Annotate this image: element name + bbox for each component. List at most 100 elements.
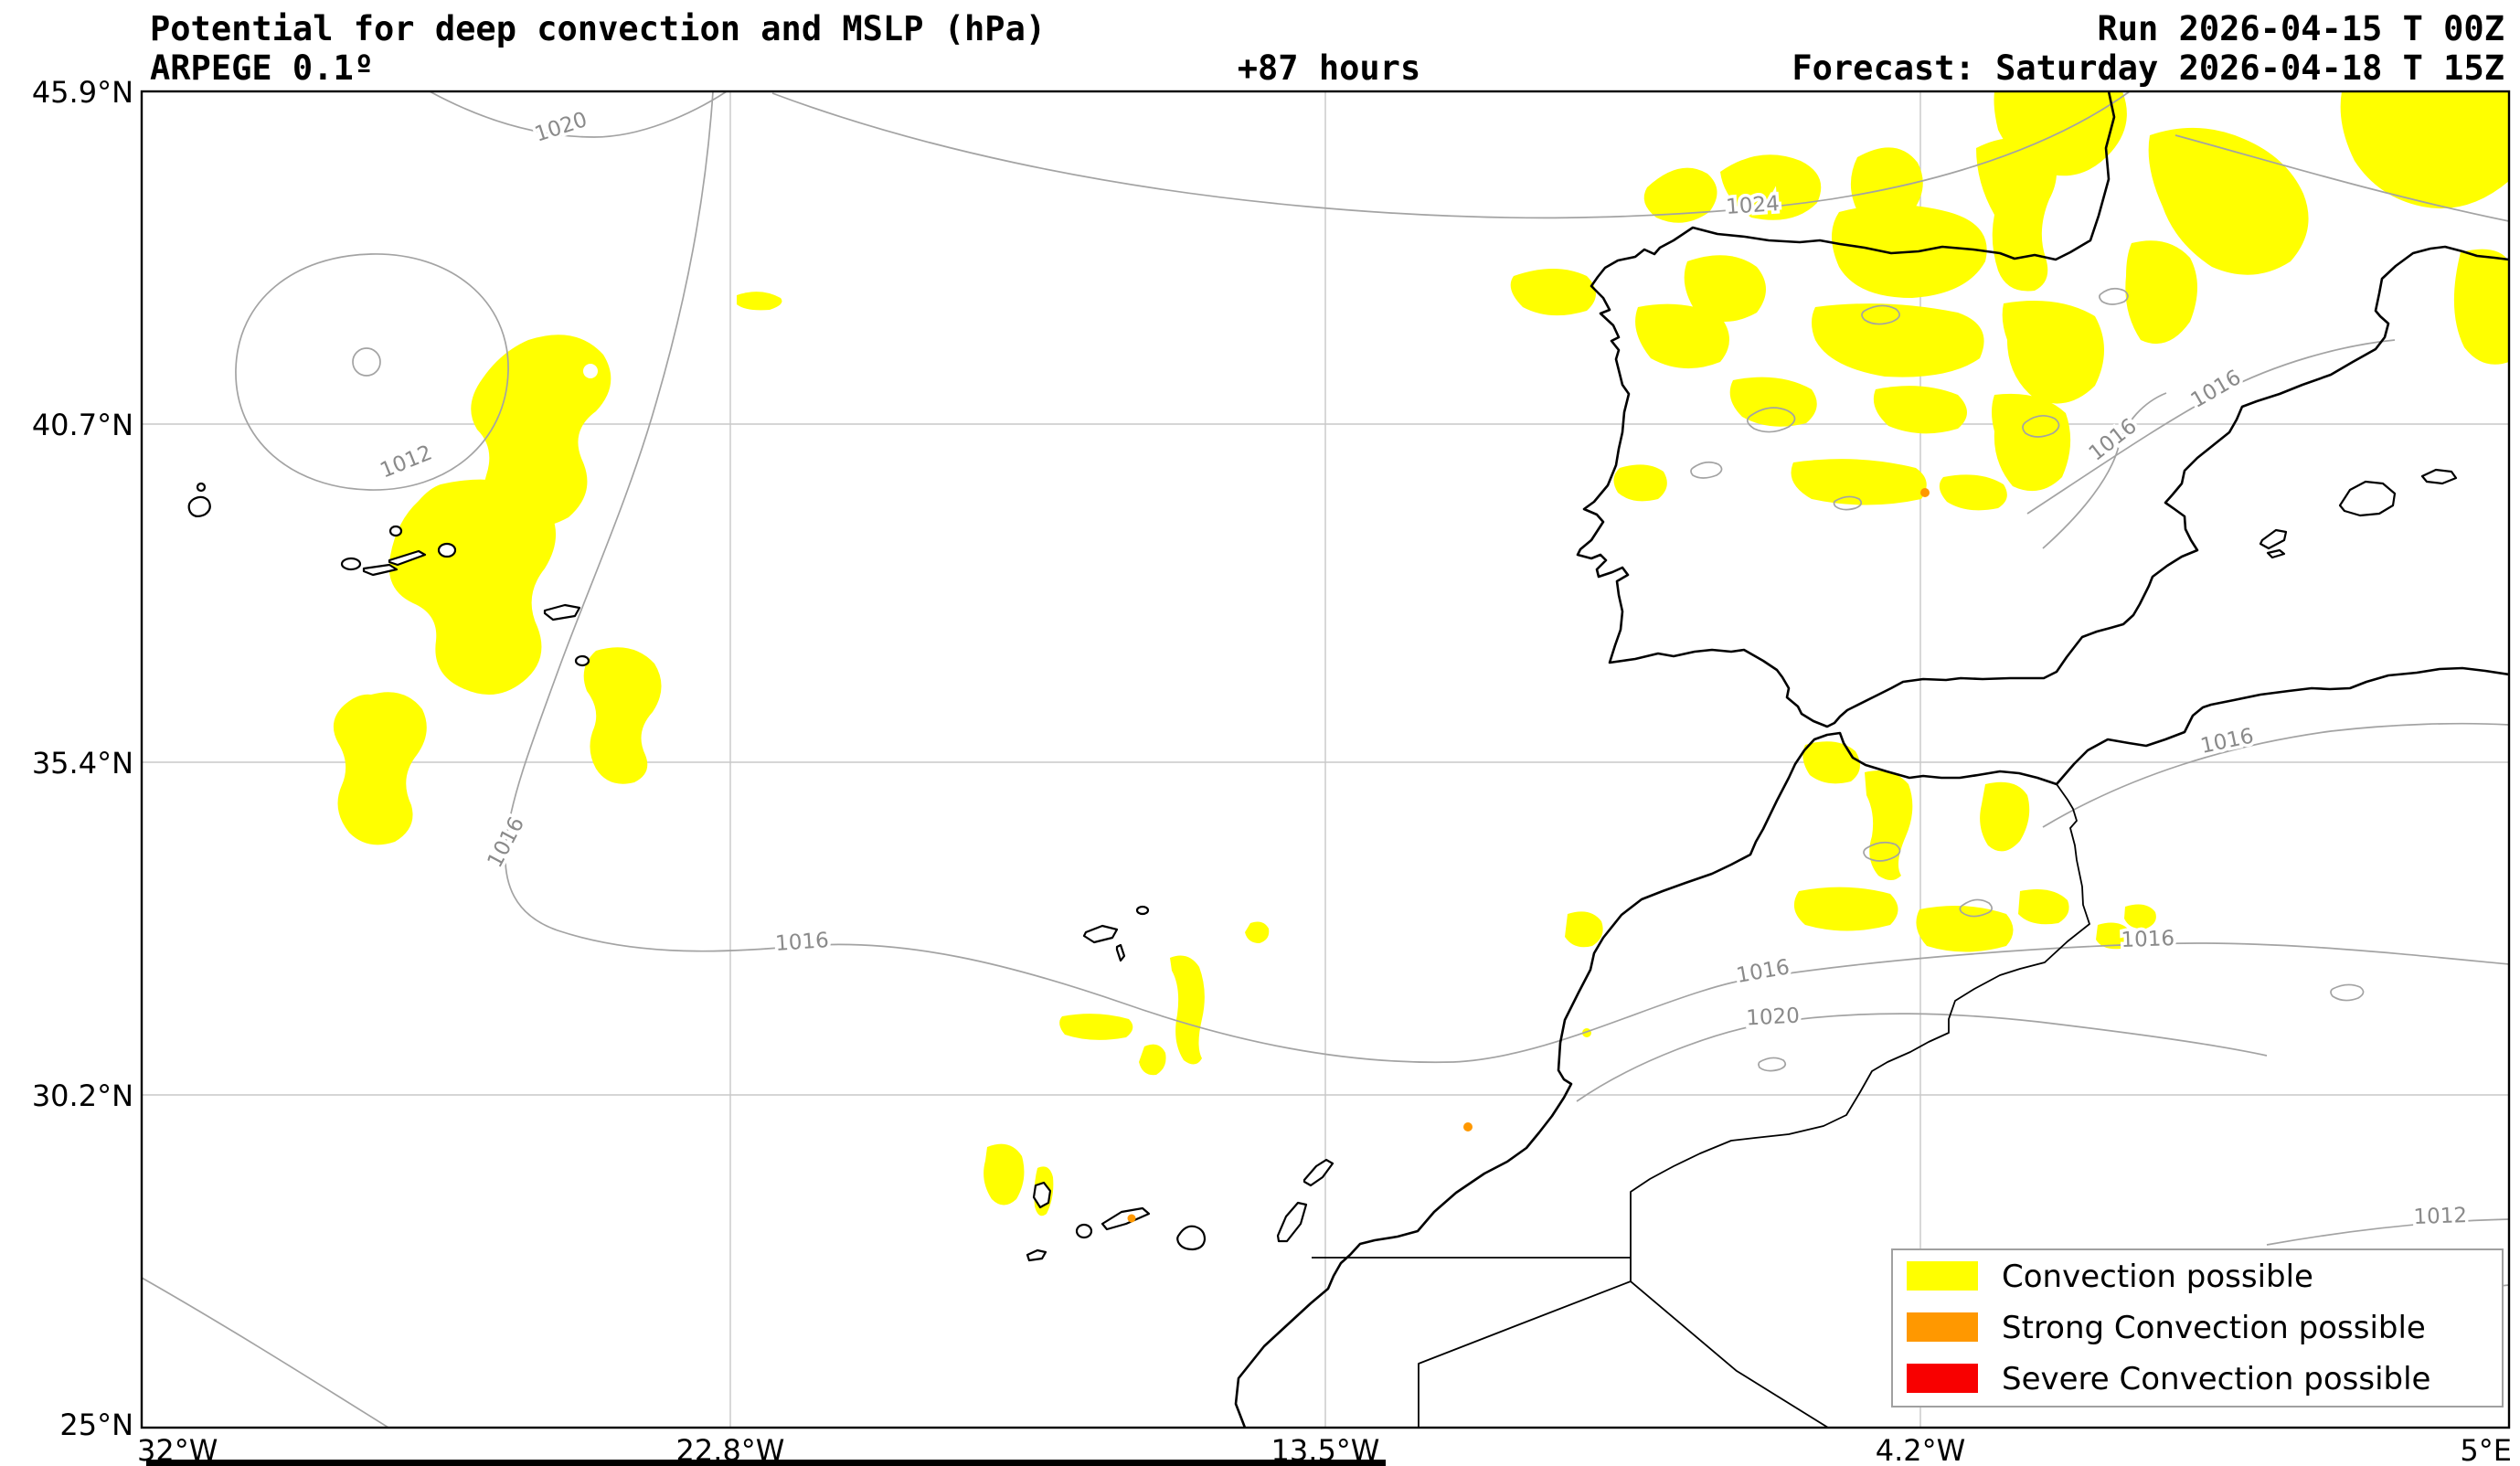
minor-contour <box>1863 841 1901 862</box>
map-frame <box>140 90 2511 1429</box>
convection-patch <box>2096 922 2132 950</box>
legend-label-strong-convection: Strong Convection possible <box>2002 1310 2426 1346</box>
clear-hole <box>583 364 598 378</box>
island <box>2338 480 2397 517</box>
isobar-contour <box>2042 722 2509 828</box>
island <box>1032 1181 1052 1209</box>
convection-patch <box>2124 904 2156 930</box>
island <box>362 563 399 577</box>
convection-patch <box>1916 906 2014 952</box>
legend: Convection possible Strong Convection po… <box>1891 1248 2504 1408</box>
convection-patch <box>2125 240 2197 345</box>
convection-patch <box>2453 249 2509 365</box>
legend-box <box>1891 1248 2504 1408</box>
lat-tick-label: 35.4°N <box>32 746 133 781</box>
country-border <box>1630 783 2090 1281</box>
convection-patch <box>2148 127 2309 275</box>
legend-swatch-severe-convection <box>1907 1364 1978 1393</box>
isobar-contour <box>1576 1013 2268 1102</box>
azores-islands <box>187 482 590 667</box>
convection-patch <box>388 479 557 696</box>
country-border <box>1418 1280 1632 1428</box>
strong-convection-spot <box>1127 1214 1136 1223</box>
model-label: ARPEGE 0.1º <box>150 48 374 88</box>
convection-patch <box>737 292 782 311</box>
minor-contour <box>1746 407 1796 433</box>
isobar-contour <box>142 1277 389 1428</box>
legend-label-convection: Convection possible <box>2002 1259 2313 1295</box>
convection-patch <box>1980 781 2030 852</box>
map-title: Potential for deep convection and MSLP (… <box>150 9 1046 48</box>
convection-patch <box>1510 269 1596 316</box>
bottom-bar <box>146 1460 1386 1466</box>
convection-patch <box>1059 1014 1133 1040</box>
isobar-label: 1020 <box>1746 1004 1801 1030</box>
legend-swatch-convection <box>1907 1261 1978 1291</box>
run-label: Run 2026-04-15 T 00Z <box>2097 9 2504 48</box>
island <box>543 603 581 621</box>
isobar-label: 1016 <box>484 813 529 872</box>
forecast-label: Forecast: Saturday 2026-04-18 T 15Z <box>1792 48 2504 88</box>
isobar-contour <box>505 91 2509 1064</box>
legend-swatch-strong-convection <box>1907 1312 1978 1342</box>
isobar-label: 1016 <box>2121 927 2174 952</box>
island <box>2259 528 2288 550</box>
iberia-france-coastline <box>1576 91 2509 728</box>
minor-contour <box>1959 898 1994 918</box>
convection-patch <box>2002 301 2104 404</box>
convection-patch <box>1873 386 1967 434</box>
convection-patch <box>1802 741 1860 784</box>
isobar-contour <box>2042 392 2167 549</box>
isobar-contour <box>235 253 509 491</box>
island <box>1101 1206 1151 1231</box>
isobar-label: 1016 <box>774 929 829 956</box>
island <box>2420 468 2458 485</box>
island <box>388 525 403 537</box>
island <box>1115 943 1126 962</box>
lat-tick-label: 25°N <box>59 1408 133 1442</box>
convection-patch <box>1643 167 1717 223</box>
convection-patch <box>1170 955 1205 1065</box>
country-borders <box>1312 783 2090 1428</box>
isobar-contour <box>2266 1218 2509 1246</box>
island <box>2266 548 2286 559</box>
island <box>574 654 590 667</box>
convection-patch <box>1613 464 1667 502</box>
island <box>1026 1248 1047 1262</box>
isobar-label: 1020 <box>532 108 590 147</box>
island <box>1135 905 1150 916</box>
country-border <box>1630 1280 1829 1428</box>
convection-patch <box>2340 91 2509 209</box>
convection-patch <box>2018 888 2069 925</box>
lat-tick-label: 40.7°N <box>32 408 133 442</box>
lon-tick-label: 5°E <box>2460 1433 2512 1466</box>
legend-label-severe-convection: Severe Convection possible <box>2002 1361 2430 1397</box>
island <box>437 542 457 558</box>
convection-patch <box>1865 770 1913 880</box>
strong-convection-spot <box>1463 1122 1473 1131</box>
isobar-contour <box>429 91 728 138</box>
convection-patch <box>1812 303 1984 377</box>
minor-contour <box>1833 495 1863 511</box>
isobar-contour <box>771 91 2131 219</box>
isobar-label: 1012 <box>2413 1204 2467 1229</box>
convection-patch <box>1791 459 1927 505</box>
convection-patch <box>1793 887 1898 931</box>
isobar-label: 1024 <box>1725 192 1780 219</box>
convection-patch <box>333 692 427 845</box>
island <box>196 482 207 493</box>
lat-tick-label: 45.9°N <box>32 75 133 110</box>
convection-patch <box>1729 377 1817 427</box>
island <box>1303 1158 1334 1187</box>
strong-convection-spots <box>1127 488 1930 1223</box>
isobar-contour <box>2174 134 2509 222</box>
latitude-axis: 45.9°N 40.7°N 35.4°N 30.2°N 25°N <box>32 75 133 1442</box>
convection-patch <box>471 335 611 528</box>
minor-contours <box>1690 287 2365 1072</box>
island <box>1276 1201 1308 1243</box>
convection-patch <box>1992 393 2071 492</box>
minor-contour <box>1861 304 1900 325</box>
convection-patch <box>1635 303 1729 369</box>
isobar-label: 1016 <box>2198 724 2256 759</box>
